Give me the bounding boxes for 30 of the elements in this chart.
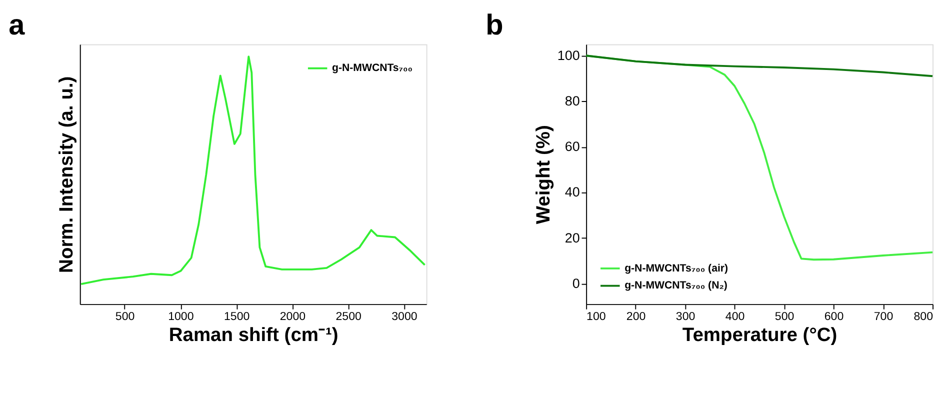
y-axis-title: Weight (%) [534, 125, 555, 224]
x-tick-label: 2500 [336, 310, 362, 323]
y-tick-label: 80 [564, 94, 580, 109]
y-tick-label: 60 [564, 139, 580, 154]
x-tick-label: 500 [774, 310, 794, 323]
legend-label: g-N-MWCNTs₇₀₀ (N₂) [624, 280, 728, 292]
chart-title: a [8, 10, 26, 42]
y-axis-title: Norm. Intensity (a. u.) [56, 76, 78, 273]
y-tick-label: 0 [572, 276, 580, 291]
x-tick-label: 3000 [392, 310, 418, 323]
x-tick-label: 200 [626, 310, 646, 323]
x-tick-label: 800 [914, 310, 934, 323]
x-tick-label: 1000 [168, 310, 194, 323]
x-tick-label: 100 [586, 310, 606, 323]
x-tick-label: 500 [115, 310, 135, 323]
legend-label: g-N-MWCNTs₇₀₀ (air) [624, 262, 728, 274]
x-tick-label: 2000 [280, 310, 306, 323]
y-tick-label: 100 [557, 48, 580, 63]
line-series [585, 54, 934, 78]
x-tick-label: 700 [874, 310, 894, 323]
x-tick-label: 300 [676, 310, 696, 323]
y-tick-label: 40 [564, 184, 580, 200]
x-axis-title: Temperature (°C) [682, 325, 838, 346]
x-tick-label: 400 [725, 310, 745, 323]
x-tick-label: 1500 [224, 310, 250, 323]
x-tick-label: 600 [824, 310, 844, 323]
chart-title: b [486, 10, 504, 42]
legend-label: g-N-MWCNTs₇₀₀ [332, 62, 413, 74]
y-tick-label: 20 [564, 230, 580, 246]
x-axis-title: Raman shift (cm⁻¹) [168, 325, 338, 346]
